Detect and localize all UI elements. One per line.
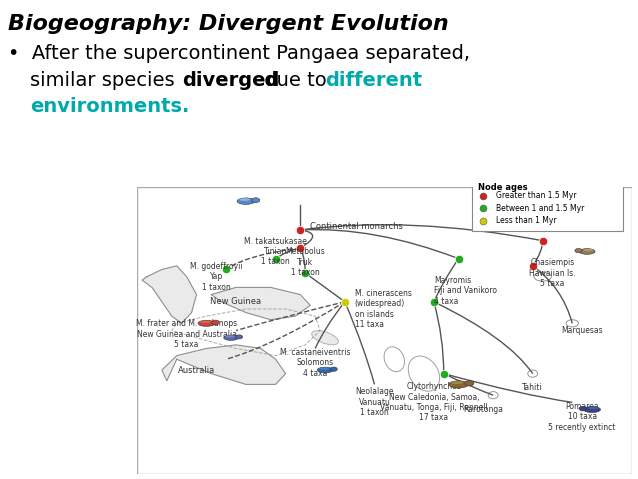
Text: Between 1 and 1.5 Myr: Between 1 and 1.5 Myr xyxy=(496,204,584,213)
Ellipse shape xyxy=(237,198,255,205)
Text: Less than 1 Myr: Less than 1 Myr xyxy=(496,217,556,226)
Ellipse shape xyxy=(579,249,595,254)
Polygon shape xyxy=(142,266,197,323)
Ellipse shape xyxy=(212,320,219,325)
Text: similar species: similar species xyxy=(30,71,181,90)
Text: Greater than 1.5 Myr: Greater than 1.5 Myr xyxy=(496,191,576,200)
FancyBboxPatch shape xyxy=(137,187,632,474)
Polygon shape xyxy=(162,345,285,384)
Text: Clytorhynchus
New Caledonia, Samoa,
Vanuatu, Tonga, Fiji, Rennell
17 taxa: Clytorhynchus New Caledonia, Samoa, Vanu… xyxy=(380,382,487,422)
Text: Neolalage
Vanuatu
1 taxon: Neolalage Vanuatu 1 taxon xyxy=(355,388,394,417)
Ellipse shape xyxy=(224,335,239,341)
Text: different: different xyxy=(325,71,422,90)
Text: Tahiti: Tahiti xyxy=(523,384,543,392)
Text: Chasiempis
Hawaiian Is.
5 taxa: Chasiempis Hawaiian Is. 5 taxa xyxy=(529,258,576,288)
Ellipse shape xyxy=(236,335,242,339)
Ellipse shape xyxy=(200,320,211,323)
Ellipse shape xyxy=(584,407,600,412)
Text: M. frater and M. melanops
New Guinea and Australia
5 taxa: M. frater and M. melanops New Guinea and… xyxy=(136,319,237,349)
Text: Mayromis
Fiji and Vanikoro
4 taxa: Mayromis Fiji and Vanikoro 4 taxa xyxy=(434,276,497,306)
Ellipse shape xyxy=(198,320,215,326)
Text: New Guinea: New Guinea xyxy=(211,297,262,306)
Text: Australia: Australia xyxy=(178,365,215,375)
Ellipse shape xyxy=(588,407,598,409)
Ellipse shape xyxy=(465,381,474,386)
Ellipse shape xyxy=(239,198,250,201)
Text: Biogeography: Divergent Evolution: Biogeography: Divergent Evolution xyxy=(8,14,449,34)
Text: •  After the supercontinent Pangaea separated,: • After the supercontinent Pangaea separ… xyxy=(8,44,470,63)
FancyBboxPatch shape xyxy=(472,179,623,231)
Text: Continental monarchs: Continental monarchs xyxy=(310,222,403,231)
Ellipse shape xyxy=(330,367,338,371)
Text: M. takatsukasae
Tinian
1 taxon: M. takatsukasae Tinian 1 taxon xyxy=(244,237,307,266)
Text: due to: due to xyxy=(258,71,333,90)
Text: diverged: diverged xyxy=(182,71,279,90)
Text: environments.: environments. xyxy=(30,97,189,116)
Text: M. cinerascens
(widespread)
on islands
11 taxa: M. cinerascens (widespread) on islands 1… xyxy=(355,289,412,329)
Ellipse shape xyxy=(225,335,235,337)
Ellipse shape xyxy=(575,249,582,253)
Text: Pomarea
10 taxa
5 recently extinct: Pomarea 10 taxa 5 recently extinct xyxy=(549,402,616,432)
Ellipse shape xyxy=(583,249,593,251)
Ellipse shape xyxy=(312,331,338,345)
Polygon shape xyxy=(211,287,310,320)
Text: Rarotonga: Rarotonga xyxy=(463,405,503,414)
Ellipse shape xyxy=(317,367,333,373)
Ellipse shape xyxy=(252,198,260,203)
Text: Metabolus
Truk
1 taxon: Metabolus Truk 1 taxon xyxy=(285,247,325,277)
Text: Marquesas: Marquesas xyxy=(561,326,603,335)
Ellipse shape xyxy=(449,381,468,388)
Text: Node ages: Node ages xyxy=(478,183,528,192)
Ellipse shape xyxy=(319,367,329,370)
Ellipse shape xyxy=(579,406,586,411)
Text: M. castaneiventris
Solomons
4 taxa: M. castaneiventris Solomons 4 taxa xyxy=(280,348,350,378)
Ellipse shape xyxy=(451,381,463,384)
Text: M. godeffroyii
Yap
1 taxon: M. godeffroyii Yap 1 taxon xyxy=(190,262,242,292)
